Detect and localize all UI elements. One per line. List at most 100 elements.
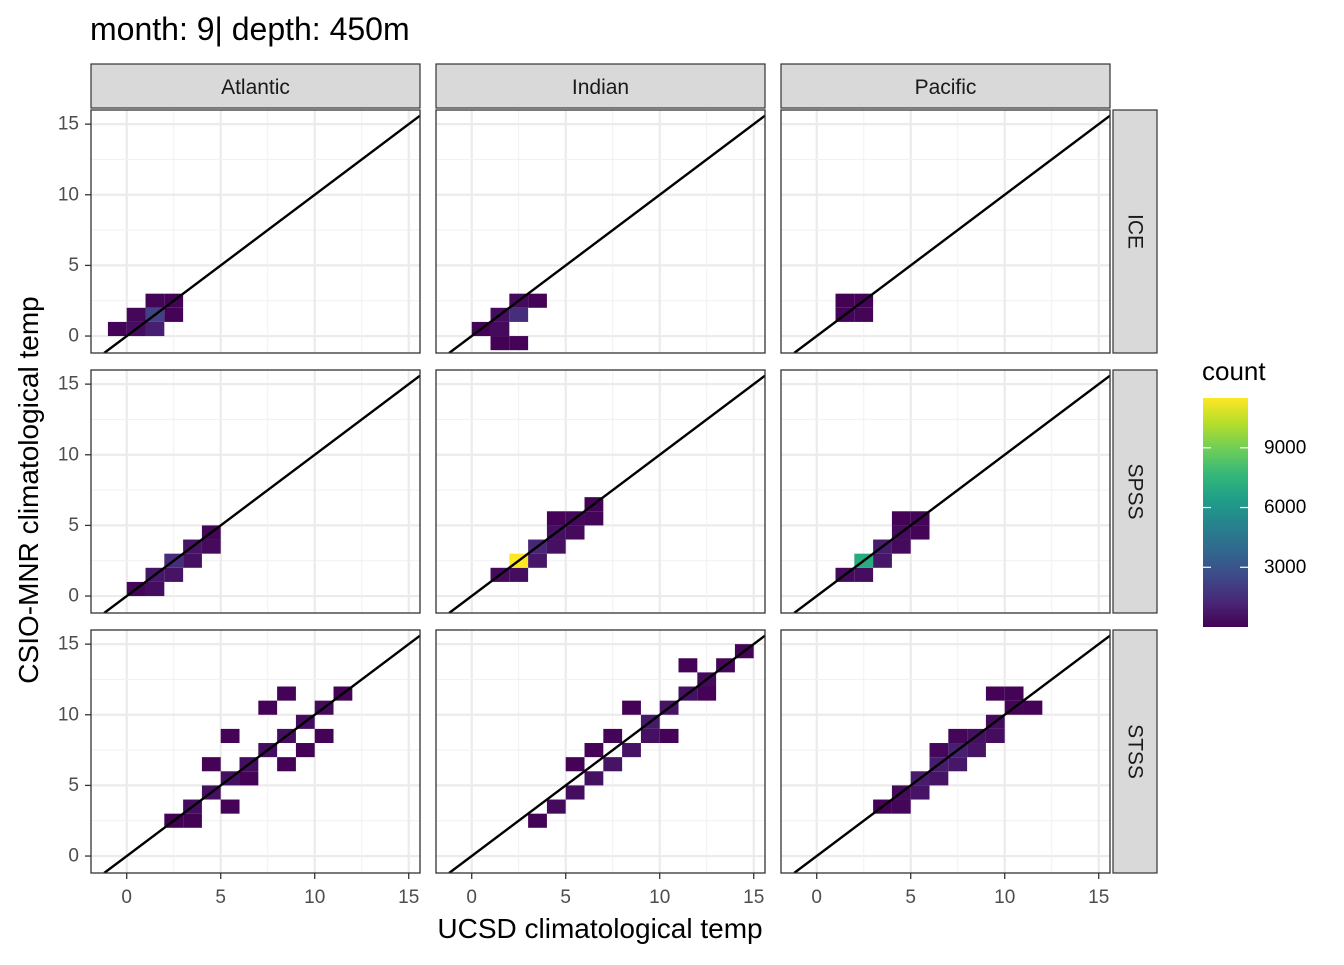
panel-indian-stss: 0 5 10 15 bbox=[435, 629, 766, 908]
x-tick-label: 0 bbox=[811, 887, 822, 908]
panel-atlantic-ice: 0 5 10 15 bbox=[58, 109, 421, 354]
panel-background bbox=[436, 370, 765, 613]
heatmap-cell bbox=[528, 293, 547, 308]
facet-strip-indian: Indian bbox=[435, 63, 766, 109]
facet-strip-label: SPSS bbox=[1124, 463, 1147, 519]
x-tick-label: 5 bbox=[560, 887, 571, 908]
heatmap-cell bbox=[948, 757, 968, 772]
heatmap-cell bbox=[891, 799, 911, 814]
heatmap-cell bbox=[967, 743, 986, 758]
y-tick-label: 5 bbox=[68, 775, 79, 796]
panel-background bbox=[781, 110, 1110, 353]
gridlines bbox=[436, 630, 765, 873]
y-tick-label: 0 bbox=[68, 586, 79, 607]
heatmap-cell bbox=[1023, 700, 1043, 715]
identity-line bbox=[793, 634, 1110, 873]
heatmap-cell bbox=[277, 757, 296, 772]
heatmap-cell bbox=[640, 728, 660, 744]
heatmap-cell bbox=[854, 307, 874, 322]
heatmap-cell bbox=[891, 511, 911, 526]
x-tick-label: 0 bbox=[121, 887, 132, 908]
panel-border bbox=[435, 109, 766, 354]
panel-border bbox=[90, 369, 421, 614]
facet-strip-stss: STSS bbox=[1112, 629, 1158, 874]
panel-border bbox=[435, 369, 766, 614]
colorbar bbox=[1203, 398, 1248, 627]
legend: count 3000 6000 9000 bbox=[1202, 356, 1306, 627]
heatmap-cell bbox=[565, 785, 585, 800]
facet-panels: Atlantic Indian Pacific ICE SPSS STSS 0 5 10 15 0 5… bbox=[58, 63, 1158, 908]
heatmap-cell bbox=[145, 581, 165, 597]
heatmap-cell bbox=[509, 307, 529, 322]
heatmap-cell bbox=[678, 658, 698, 673]
y-tick-label: 15 bbox=[58, 114, 79, 135]
identity-line bbox=[103, 114, 420, 353]
heatmap-cell bbox=[985, 686, 1005, 701]
heatmap-cell bbox=[948, 728, 968, 744]
panel-atlantic-stss: 0 5 10 15 0 5 10 15 bbox=[58, 629, 421, 908]
panel-indian-spss bbox=[435, 369, 766, 614]
panel-border bbox=[780, 369, 1111, 614]
facet-strip-pacific: Pacific bbox=[780, 63, 1111, 109]
heatmap-cell bbox=[546, 539, 566, 554]
heatmap-cell bbox=[565, 525, 585, 540]
heatmap-cell bbox=[854, 567, 874, 582]
y-tick-label: 15 bbox=[58, 374, 79, 395]
colorbar-label: 6000 bbox=[1264, 497, 1306, 518]
y-tick-label: 10 bbox=[58, 184, 79, 205]
x-tick-label: 15 bbox=[1088, 887, 1109, 908]
x-tick-label: 5 bbox=[215, 887, 226, 908]
heatmap-cell bbox=[891, 539, 911, 554]
y-tick-label: 10 bbox=[58, 444, 79, 465]
facet-strip-label: Atlantic bbox=[221, 76, 290, 99]
panel-background bbox=[781, 370, 1110, 613]
heatmap-cell bbox=[277, 686, 296, 701]
panel-background bbox=[91, 370, 420, 613]
heatmap-cell bbox=[622, 743, 641, 758]
panel-border bbox=[90, 109, 421, 354]
heatmap-cell bbox=[697, 686, 717, 701]
panel-border bbox=[90, 629, 421, 874]
heatmap-cell bbox=[603, 728, 623, 744]
y-tick-label: 5 bbox=[68, 515, 79, 536]
facet-strip-label: Pacific bbox=[915, 76, 977, 99]
y-axis-label: CSIO-MNR climatological temp bbox=[13, 296, 44, 683]
heatmap-cell bbox=[258, 700, 278, 715]
identity-line bbox=[103, 634, 420, 873]
heatmap-cell bbox=[220, 799, 240, 814]
heatmap-cell bbox=[490, 336, 510, 351]
facet-strip-atlantic: Atlantic bbox=[90, 63, 421, 109]
heatmap-cell bbox=[490, 321, 510, 337]
panel-indian-ice bbox=[435, 109, 766, 354]
heatmap-cell bbox=[164, 567, 184, 582]
panel-atlantic-spss: 0 5 10 15 bbox=[58, 369, 421, 614]
heatmap-cell bbox=[910, 785, 930, 800]
heatmap-cell bbox=[584, 771, 604, 786]
heatmap-cell bbox=[873, 553, 892, 568]
facet-strip-label: ICE bbox=[1124, 214, 1147, 249]
heatmap-cell bbox=[584, 511, 604, 526]
gridlines bbox=[781, 110, 1110, 353]
y-tick-label: 10 bbox=[58, 704, 79, 725]
identity-line bbox=[448, 634, 765, 873]
heatmap-cell bbox=[314, 728, 334, 744]
y-tick-label: 0 bbox=[68, 846, 79, 867]
identity-line bbox=[793, 374, 1110, 613]
heatmap-cell bbox=[201, 539, 221, 554]
heatmap-cell bbox=[985, 728, 1005, 744]
heatmap-cell bbox=[183, 553, 202, 568]
x-tick-label: 15 bbox=[398, 887, 419, 908]
facet-strip-label: Indian bbox=[572, 76, 629, 99]
heatmap-cell bbox=[546, 799, 566, 814]
panel-background bbox=[436, 110, 765, 353]
heatmap-cell bbox=[835, 293, 855, 308]
panel-border bbox=[780, 629, 1111, 874]
heatmap-cell bbox=[107, 321, 127, 337]
colorbar-label: 9000 bbox=[1264, 437, 1306, 458]
x-axis-label: UCSD climatological temp bbox=[437, 913, 762, 944]
heatmap-cell bbox=[145, 321, 165, 337]
identity-line bbox=[103, 374, 420, 613]
heatmap-cell bbox=[183, 813, 202, 828]
x-tick-label: 0 bbox=[466, 887, 477, 908]
